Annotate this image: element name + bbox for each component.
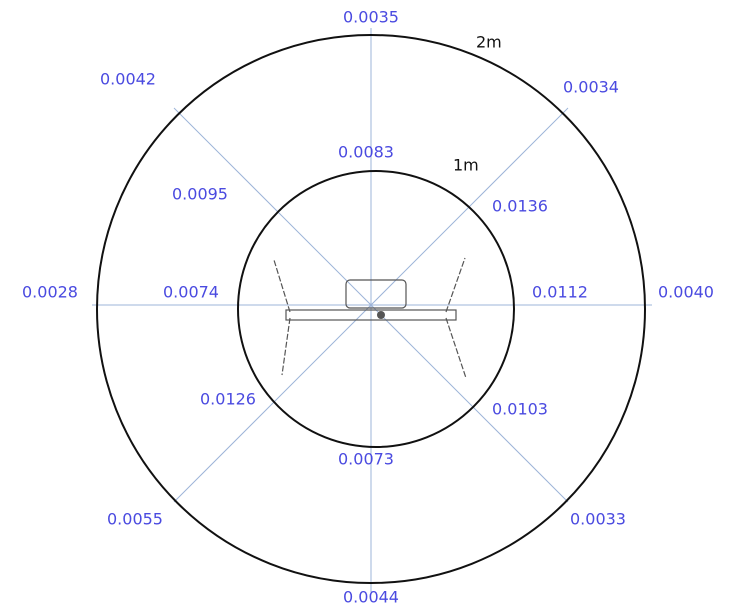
value-label: 0.0035	[343, 8, 399, 27]
ring-label: 1m	[453, 156, 479, 175]
value-label: 0.0042	[100, 70, 156, 89]
value-label: 0.0033	[570, 510, 626, 529]
value-label: 0.0083	[338, 143, 394, 162]
value-label: 0.0136	[492, 197, 548, 216]
value-label: 0.0055	[107, 510, 163, 529]
machine-center	[377, 311, 385, 319]
value-label: 0.0034	[563, 78, 619, 97]
machine-beam	[285, 309, 457, 321]
axis-line	[173, 107, 569, 503]
value-label: 0.0074	[163, 283, 219, 302]
value-label: 0.0126	[200, 390, 256, 409]
machine-cab	[345, 279, 407, 309]
value-label: 0.0103	[492, 400, 548, 419]
value-label: 0.0044	[343, 588, 399, 607]
value-label: 0.0112	[532, 283, 588, 302]
ring-label: 2m	[476, 33, 502, 52]
value-label: 0.0028	[22, 283, 78, 302]
value-label: 0.0073	[338, 450, 394, 469]
outer-ring	[96, 34, 646, 584]
inner-ring	[237, 170, 515, 448]
machine	[273, 257, 467, 379]
machine-arms	[273, 257, 467, 379]
value-label: 0.0040	[658, 283, 714, 302]
value-label: 0.0095	[172, 185, 228, 204]
